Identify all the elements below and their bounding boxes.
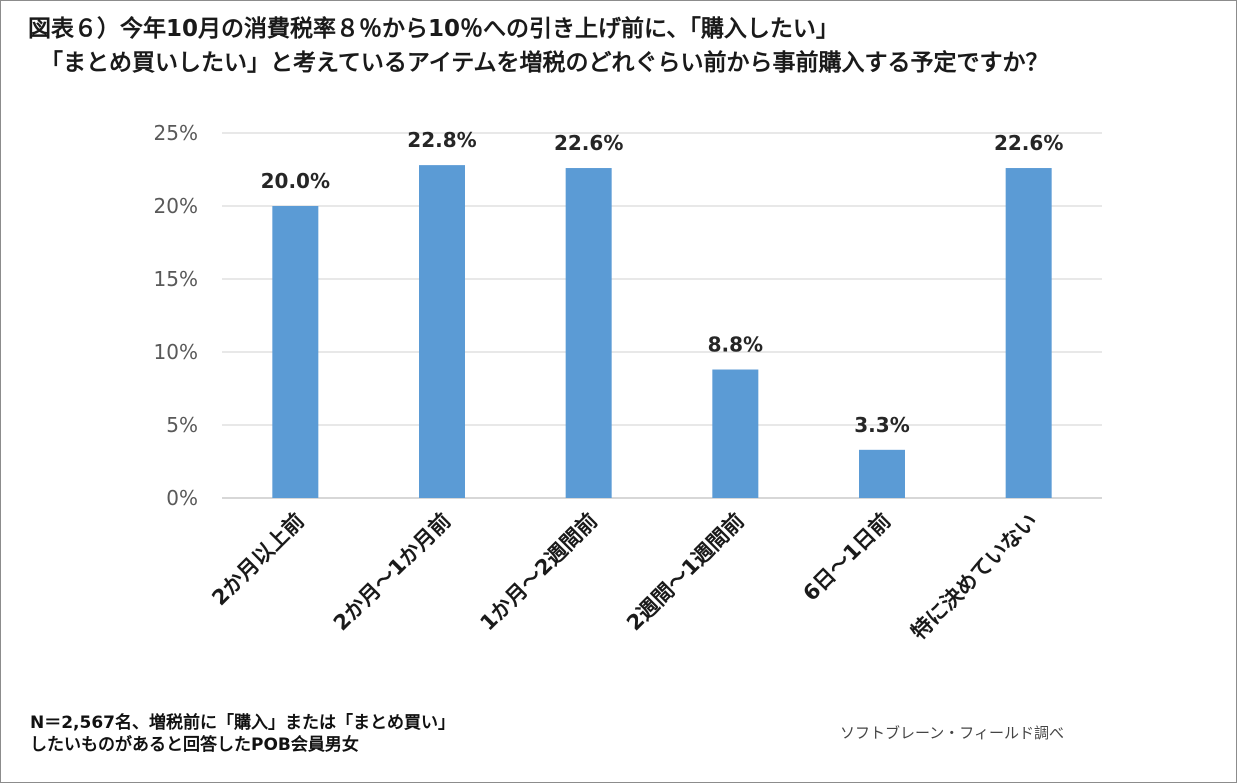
data-label: 22.6%: [994, 131, 1063, 155]
chart-title-line2: 「まとめ買いしたい」と考えているアイテムを増税のどれぐらい前から事前購入する予定…: [40, 50, 1049, 76]
data-label: 22.8%: [407, 128, 476, 152]
y-tick-label: 25%: [154, 121, 198, 145]
category-label: 2か月以上前: [207, 509, 309, 611]
bar: [272, 206, 319, 498]
chart-title: 図表６）今年10月の消費税率８％から10％への引き上げ前に、「購入したい」 「ま…: [28, 12, 1049, 80]
bar: [419, 165, 465, 498]
data-label: 20.0%: [261, 169, 330, 193]
y-tick-label: 15%: [154, 267, 198, 291]
sample-note-line1: N＝2,567名、増税前に「購入」または「まとめ買い」: [30, 713, 455, 733]
data-label: 22.6%: [554, 131, 623, 155]
bar: [1005, 168, 1052, 499]
sample-note-line2: したいものがあると回答したPOB会員男女: [30, 735, 359, 755]
chart-title-line1: 図表６）今年10月の消費税率８％から10％への引き上げ前に、「購入したい」: [28, 16, 839, 42]
category-label: 1か月～2週間前: [475, 509, 602, 636]
category-label: 特に決めていない: [906, 509, 1042, 645]
data-label: 3.3%: [854, 413, 909, 437]
y-tick-label: 5%: [166, 413, 198, 437]
y-tick-label: 20%: [154, 194, 198, 218]
category-label: 6日～1日前: [798, 509, 895, 606]
data-label: 8.8%: [708, 333, 763, 357]
bar: [859, 449, 905, 498]
category-label: 2週間～1週間前: [622, 509, 749, 636]
category-label: 2か月～1か月前: [329, 509, 456, 636]
sample-note: N＝2,567名、増税前に「購入」または「まとめ買い」 したいものがあると回答し…: [30, 712, 455, 756]
y-tick-label: 0%: [166, 486, 198, 510]
source-credit: ソフトブレーン・フィールド調べ: [840, 724, 1064, 742]
bar: [712, 369, 759, 498]
bar: [565, 168, 612, 499]
y-tick-label: 10%: [154, 340, 198, 364]
